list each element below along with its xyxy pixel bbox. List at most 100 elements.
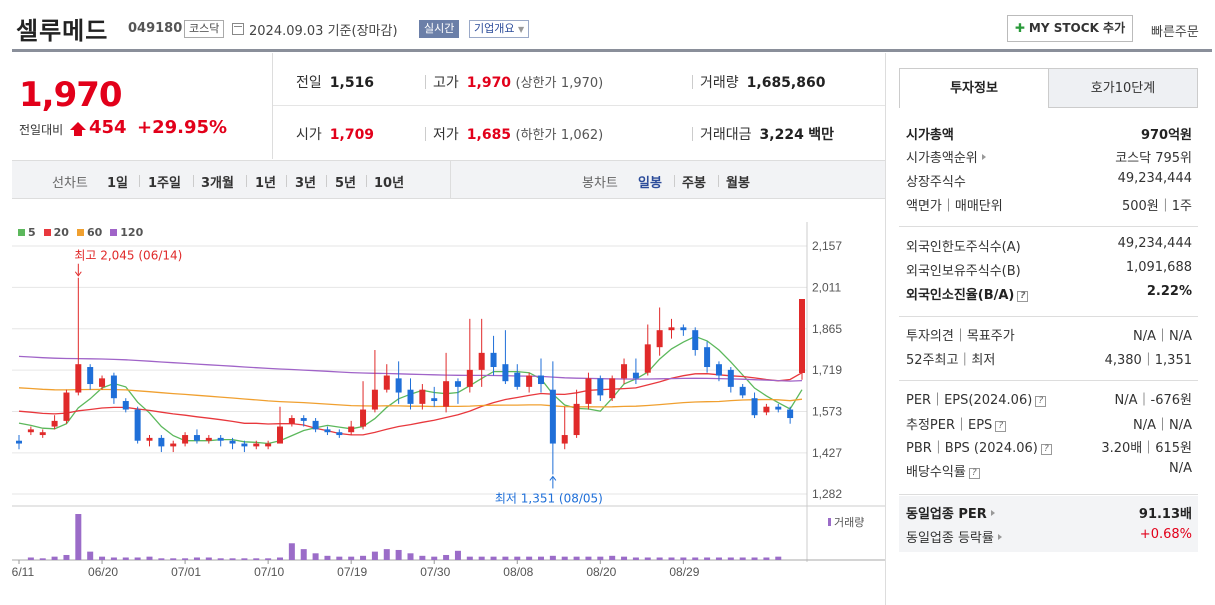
candle-body — [110, 375, 117, 399]
volume-bar — [443, 554, 450, 560]
volume-bar — [146, 556, 153, 560]
high-price: 고가 1,970 (상한가 1,970) — [433, 75, 604, 91]
info-label: 외국인한도주식수(A) — [906, 236, 1021, 255]
candle-daily[interactable]: 일봉 — [638, 176, 662, 191]
volume-bar — [727, 557, 734, 560]
min-arrow-head — [549, 475, 557, 481]
candle-body — [371, 389, 378, 410]
candle-body — [253, 443, 260, 447]
legend-swatch — [110, 229, 118, 236]
info-label[interactable]: 동일업종 등락률 — [906, 527, 1002, 546]
candle-body — [478, 352, 485, 370]
sector-box — [899, 496, 1198, 552]
legend-item-ma60[interactable]: 60 — [76, 226, 102, 239]
candle-body — [727, 369, 734, 387]
info-label[interactable]: 추정PER｜EPS? — [906, 414, 1007, 433]
info-row: 외국인한도주식수(A) 49,234,444 — [906, 236, 1192, 258]
candle-body — [443, 381, 450, 407]
volume-bar — [87, 551, 94, 560]
period-5y[interactable]: 5년 — [335, 176, 357, 191]
info-label[interactable]: 외국인소진율(B/A)? — [906, 284, 1029, 303]
candle-body — [217, 437, 224, 441]
candle-body — [312, 420, 319, 430]
x-tick-label: 07/10 — [254, 565, 284, 579]
info-label: 외국인보유주식수(B) — [906, 260, 1021, 279]
y-tick-label: 1,573 — [812, 405, 842, 419]
help-icon[interactable]: ? — [1017, 291, 1029, 302]
candle-body — [739, 386, 746, 396]
price-box: 1,970 전일대비 454 +29.95% — [12, 53, 273, 159]
candle-body — [597, 378, 604, 396]
volume-bar — [51, 556, 58, 560]
legend-item-ma5[interactable]: 5 — [18, 226, 36, 239]
help-icon[interactable]: ? — [1035, 396, 1047, 407]
min-annotation: 최저 1,351 (08/05) — [495, 491, 603, 505]
info-label: 액면가｜매매단위 — [906, 195, 1003, 214]
my-stock-add-button[interactable]: ✚ MY STOCK 추가 — [1007, 15, 1133, 42]
candle-body — [395, 378, 402, 393]
info-label[interactable]: PER｜EPS(2024.06)? — [906, 389, 1047, 408]
divider — [139, 175, 140, 187]
info-label[interactable]: 시가총액순위 — [906, 147, 986, 166]
info-value: 91.13배 — [1138, 507, 1192, 522]
divider — [692, 75, 693, 89]
section-divider — [899, 494, 1198, 495]
help-icon[interactable]: ? — [968, 468, 980, 479]
info-value: 500원｜1주 — [1121, 199, 1192, 214]
period-10y[interactable]: 10년 — [374, 176, 405, 191]
trade-volume: 거래량 1,685,860 — [700, 75, 826, 91]
legend-label: 20 — [53, 226, 69, 239]
volume-bar — [585, 556, 592, 560]
help-icon[interactable]: ? — [1040, 444, 1052, 455]
price-chart[interactable]: 2,157 2,011 1,865 1,719 1,573 1,427 1,282 최고 2,… — [12, 222, 885, 605]
tab-investment-info[interactable]: 투자정보 — [899, 68, 1049, 108]
volume-bar — [158, 558, 165, 560]
info-label[interactable]: PBR｜BPS (2024.06)? — [906, 437, 1052, 456]
info-label-text: 시가총액순위 — [906, 151, 978, 166]
candle-weekly[interactable]: 주봉 — [682, 176, 706, 191]
info-label[interactable]: 동일업종 PER — [906, 503, 995, 522]
legend-item-ma120[interactable]: 120 — [110, 226, 143, 239]
section-divider — [899, 316, 1198, 317]
volume-bar — [277, 557, 283, 560]
info-value: N/A — [1169, 461, 1192, 476]
volume-bar — [644, 557, 651, 560]
volume-bar — [775, 556, 782, 560]
volume-bar — [371, 551, 378, 560]
volume-bar — [609, 555, 616, 560]
company-info-dropdown[interactable]: 기업개요 ▼ — [469, 20, 530, 38]
quick-order-button[interactable]: 빠른주문 — [1151, 25, 1199, 40]
candle-body — [75, 364, 82, 393]
candle-body — [454, 381, 461, 387]
period-3m[interactable]: 3개월 — [201, 176, 234, 191]
info-label: 상장주식수 — [906, 171, 966, 190]
volume-bar — [229, 558, 236, 560]
volume-bar — [182, 558, 189, 560]
volume-bar — [134, 557, 141, 560]
candle-body — [87, 367, 94, 385]
period-1y[interactable]: 1년 — [255, 176, 277, 191]
legend-item-ma20[interactable]: 20 — [43, 226, 69, 239]
candle-body — [99, 378, 106, 387]
realtime-button[interactable]: 실시간 — [419, 20, 460, 38]
info-label-text: 외국인보유주식수(B) — [906, 264, 1021, 279]
volume-bar — [502, 556, 509, 560]
info-label[interactable]: 배당수익률? — [906, 461, 980, 480]
candle-body — [265, 443, 272, 447]
candle-body — [182, 435, 189, 444]
calendar-icon — [232, 23, 244, 35]
candle-body — [39, 432, 46, 436]
period-3y[interactable]: 3년 — [295, 176, 317, 191]
tab-order-book[interactable]: 호가10단계 — [1048, 68, 1198, 108]
candle-monthly[interactable]: 월봉 — [726, 176, 750, 191]
help-icon[interactable]: ? — [995, 421, 1007, 432]
period-1d[interactable]: 1일 — [107, 176, 129, 191]
info-value: 49,234,444 — [1117, 171, 1192, 186]
info-label-text: 외국인한도주식수(A) — [906, 240, 1021, 255]
tab-underline-gap — [900, 107, 1048, 108]
candle-body — [799, 299, 805, 373]
x-tick-label: 08/08 — [503, 565, 533, 579]
volume-bar — [454, 550, 461, 560]
period-1w[interactable]: 1주일 — [148, 176, 181, 191]
ma-line — [18, 355, 803, 382]
